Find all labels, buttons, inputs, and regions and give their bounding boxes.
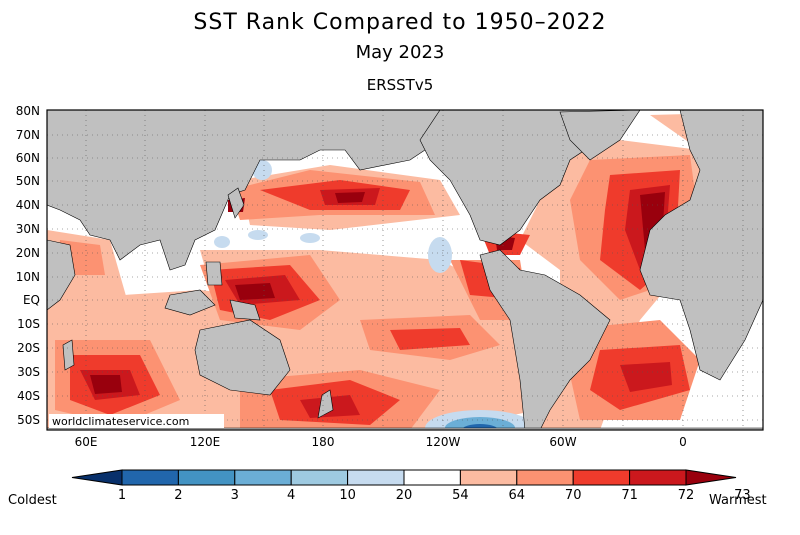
colorbar-max-arrow [685,469,737,486]
lat-label: 40S [17,389,40,403]
colorbar-tick-label: 72 [678,488,695,503]
colorbar-labels: Coldest Warmest [8,493,767,508]
lat-label: 60N [16,151,40,165]
colorbar-tick-label: 2 [174,488,182,503]
lon-label: 60E [75,435,98,449]
colorbar-segment [347,469,405,486]
lat-label: 10N [16,270,40,284]
colorbar-segment [177,469,236,486]
colorbar-tick-label: 71 [621,488,638,503]
colorbar-tick-label: 10 [339,488,356,503]
lat-label: 70N [16,128,40,142]
sst-anomaly-layer [47,110,763,430]
colorbar-tick-label: 1 [118,488,126,503]
map-subtitle-dataset: ERSSTv5 [366,76,434,94]
lon-label: 180 [312,435,335,449]
lat-label: 30S [17,365,40,379]
colorbar-tick-label: 4 [287,488,295,503]
lat-label: 50S [17,413,40,427]
lon-label: 0 [679,435,687,449]
lat-label: 20N [16,246,40,260]
colorbar-tick-label: 64 [509,488,526,503]
colorbar-tick-label: 73 [734,488,751,503]
lat-label: EQ [23,293,40,307]
lat-label: 80N [16,104,40,118]
lon-label: 60W [549,435,576,449]
colorbar-segment [121,469,179,486]
map-border [46,109,764,431]
watermark: worldclimateservice.com [52,415,189,428]
lat-label: 40N [16,198,40,212]
colorbar-segment [403,469,461,486]
lon-label: 120E [190,435,221,449]
lon-label: 120W [426,435,461,449]
lat-label: 20S [17,341,40,355]
colorbar-right-label: Warmest [709,493,767,508]
longitude-labels: 60E 120E 180 120W 60W 0 [75,435,687,449]
latitude-labels: 80N 70N 60N 50N 40N 30N 20N 10N EQ 10S 2… [16,104,40,427]
colorbar-segment [459,469,518,486]
colorbar [71,469,737,486]
map-subtitle-period: May 2023 [355,42,445,63]
watermark-background [49,414,224,428]
colorbar-segment [629,469,687,486]
lat-label: 50N [16,174,40,188]
lat-label: 30N [16,222,40,236]
colorbar-segment [572,469,631,486]
colorbar-segment [234,469,292,486]
map-title: SST Rank Compared to 1950–2022 [193,10,607,35]
colorbar-segment [290,469,349,486]
graticule [47,110,763,430]
colorbar-tick-label: 54 [452,488,469,503]
colorbar-left-label: Coldest [8,493,57,508]
colorbar-tick-label: 3 [231,488,239,503]
colorbar-tick-labels: 1 2 3 4 10 20 54 64 70 71 72 73 [118,488,751,503]
colorbar-tick-label: 70 [565,488,582,503]
colorbar-segment [516,469,574,486]
lat-label: 10S [17,317,40,331]
colorbar-min-arrow [71,469,123,486]
colorbar-tick-label: 20 [396,488,413,503]
